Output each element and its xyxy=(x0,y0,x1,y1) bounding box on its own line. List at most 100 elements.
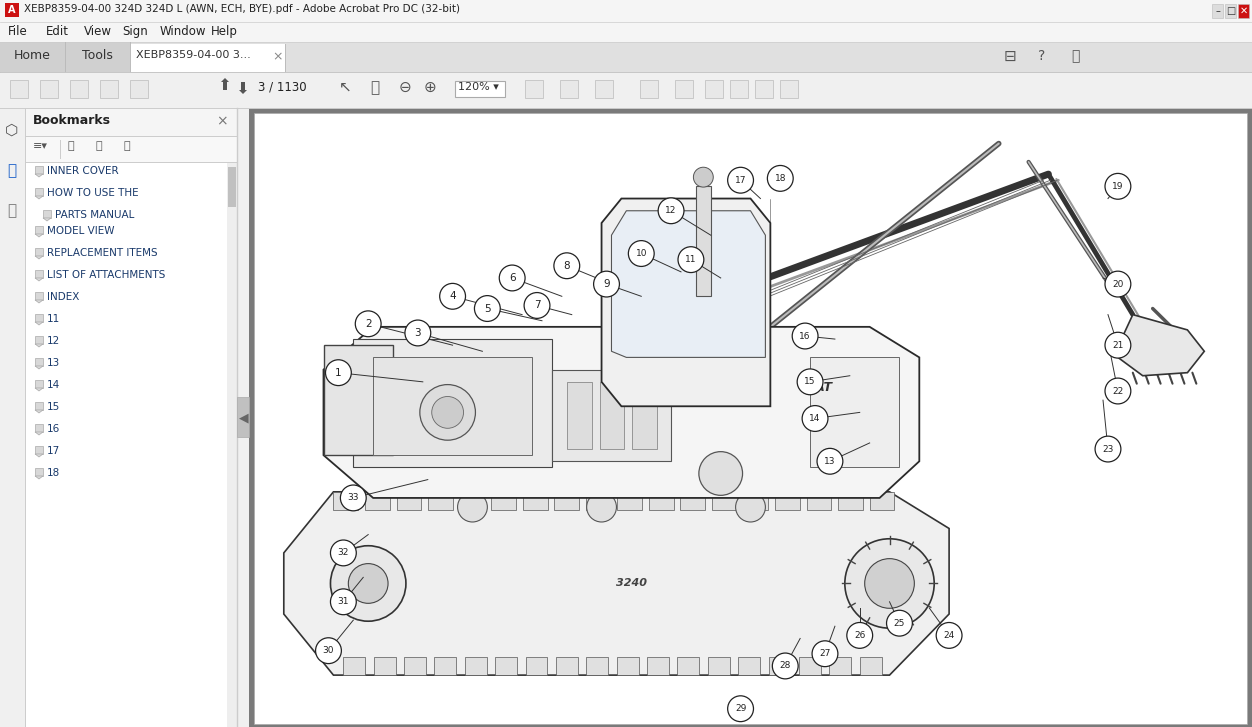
Text: 23: 23 xyxy=(1102,444,1114,454)
Polygon shape xyxy=(35,454,43,457)
Polygon shape xyxy=(373,358,532,455)
Text: Sign: Sign xyxy=(121,25,148,38)
Bar xyxy=(0,108,25,727)
Text: REPLACEMENT ITEMS: REPLACEMENT ITEMS xyxy=(48,248,158,258)
Text: 22: 22 xyxy=(1112,387,1123,395)
Circle shape xyxy=(813,640,838,667)
Bar xyxy=(254,113,1247,724)
Bar xyxy=(100,80,118,98)
Text: Tools: Tools xyxy=(81,49,113,62)
Bar xyxy=(25,136,237,162)
Circle shape xyxy=(419,385,476,440)
Text: 3240: 3240 xyxy=(616,579,647,588)
Polygon shape xyxy=(35,432,43,435)
Circle shape xyxy=(326,360,352,385)
Polygon shape xyxy=(860,656,881,675)
Polygon shape xyxy=(353,339,552,467)
Circle shape xyxy=(936,622,962,648)
Polygon shape xyxy=(35,476,43,479)
Text: 📎: 📎 xyxy=(8,203,16,218)
Circle shape xyxy=(1106,174,1131,199)
Circle shape xyxy=(553,253,580,278)
Bar xyxy=(35,424,43,432)
Text: 8: 8 xyxy=(563,261,570,270)
Text: 120% ▾: 120% ▾ xyxy=(458,82,498,92)
Polygon shape xyxy=(601,198,770,406)
Text: 20: 20 xyxy=(1112,280,1123,289)
Polygon shape xyxy=(586,656,608,675)
Bar xyxy=(730,80,747,98)
Text: ≡▾: ≡▾ xyxy=(33,141,48,151)
Polygon shape xyxy=(35,300,43,303)
Text: 📋: 📋 xyxy=(95,141,101,151)
Bar xyxy=(1224,4,1236,18)
Polygon shape xyxy=(459,492,485,510)
Text: 15: 15 xyxy=(804,377,816,386)
Text: 🔖: 🔖 xyxy=(8,163,16,178)
Polygon shape xyxy=(744,492,769,510)
Polygon shape xyxy=(617,656,639,675)
Circle shape xyxy=(865,558,914,608)
Bar xyxy=(0,72,1252,108)
Text: XEBP8359-04-00 3...: XEBP8359-04-00 3... xyxy=(136,50,250,60)
Circle shape xyxy=(348,563,388,603)
Polygon shape xyxy=(806,492,831,510)
Polygon shape xyxy=(323,327,919,498)
Polygon shape xyxy=(284,492,949,675)
Bar xyxy=(25,108,237,136)
Text: 1: 1 xyxy=(336,368,342,377)
Circle shape xyxy=(1106,332,1131,358)
Bar xyxy=(249,108,1252,727)
Bar xyxy=(237,397,249,437)
Polygon shape xyxy=(775,492,800,510)
Text: View: View xyxy=(84,25,111,38)
Bar xyxy=(454,81,505,97)
Polygon shape xyxy=(428,492,453,510)
Text: CAT: CAT xyxy=(808,382,833,395)
Circle shape xyxy=(404,320,431,346)
Bar xyxy=(228,167,235,207)
Polygon shape xyxy=(556,656,578,675)
Bar xyxy=(35,166,43,174)
Polygon shape xyxy=(397,492,422,510)
Circle shape xyxy=(798,369,823,395)
Text: 6: 6 xyxy=(508,273,516,283)
Polygon shape xyxy=(35,366,43,369)
Bar xyxy=(595,80,613,98)
Polygon shape xyxy=(35,322,43,325)
Bar xyxy=(35,292,43,300)
Text: ?: ? xyxy=(1038,49,1045,63)
Polygon shape xyxy=(43,218,51,221)
Polygon shape xyxy=(491,492,516,510)
Bar xyxy=(0,0,1252,22)
Text: Bookmarks: Bookmarks xyxy=(33,114,111,127)
Bar xyxy=(35,188,43,196)
Circle shape xyxy=(1096,436,1121,462)
Text: ⬡: ⬡ xyxy=(5,123,19,138)
Text: 12: 12 xyxy=(48,336,60,346)
Text: 32: 32 xyxy=(338,548,349,558)
Polygon shape xyxy=(838,492,863,510)
Polygon shape xyxy=(647,656,669,675)
Polygon shape xyxy=(343,656,366,675)
Polygon shape xyxy=(567,382,592,449)
Polygon shape xyxy=(810,358,899,467)
Bar xyxy=(640,80,659,98)
Text: LIST OF ATTACHMENTS: LIST OF ATTACHMENTS xyxy=(48,270,165,280)
Circle shape xyxy=(500,265,525,291)
Bar xyxy=(35,226,43,234)
Text: 33: 33 xyxy=(348,494,359,502)
Bar xyxy=(35,468,43,476)
Circle shape xyxy=(694,167,714,187)
Polygon shape xyxy=(404,656,426,675)
Text: ⊟: ⊟ xyxy=(1004,49,1017,64)
Circle shape xyxy=(727,167,754,193)
Text: 29: 29 xyxy=(735,704,746,713)
Bar xyxy=(25,108,237,727)
Circle shape xyxy=(316,638,342,664)
Polygon shape xyxy=(35,388,43,391)
Text: 17: 17 xyxy=(735,176,746,185)
Polygon shape xyxy=(35,234,43,237)
Bar xyxy=(780,80,798,98)
Circle shape xyxy=(679,246,704,273)
